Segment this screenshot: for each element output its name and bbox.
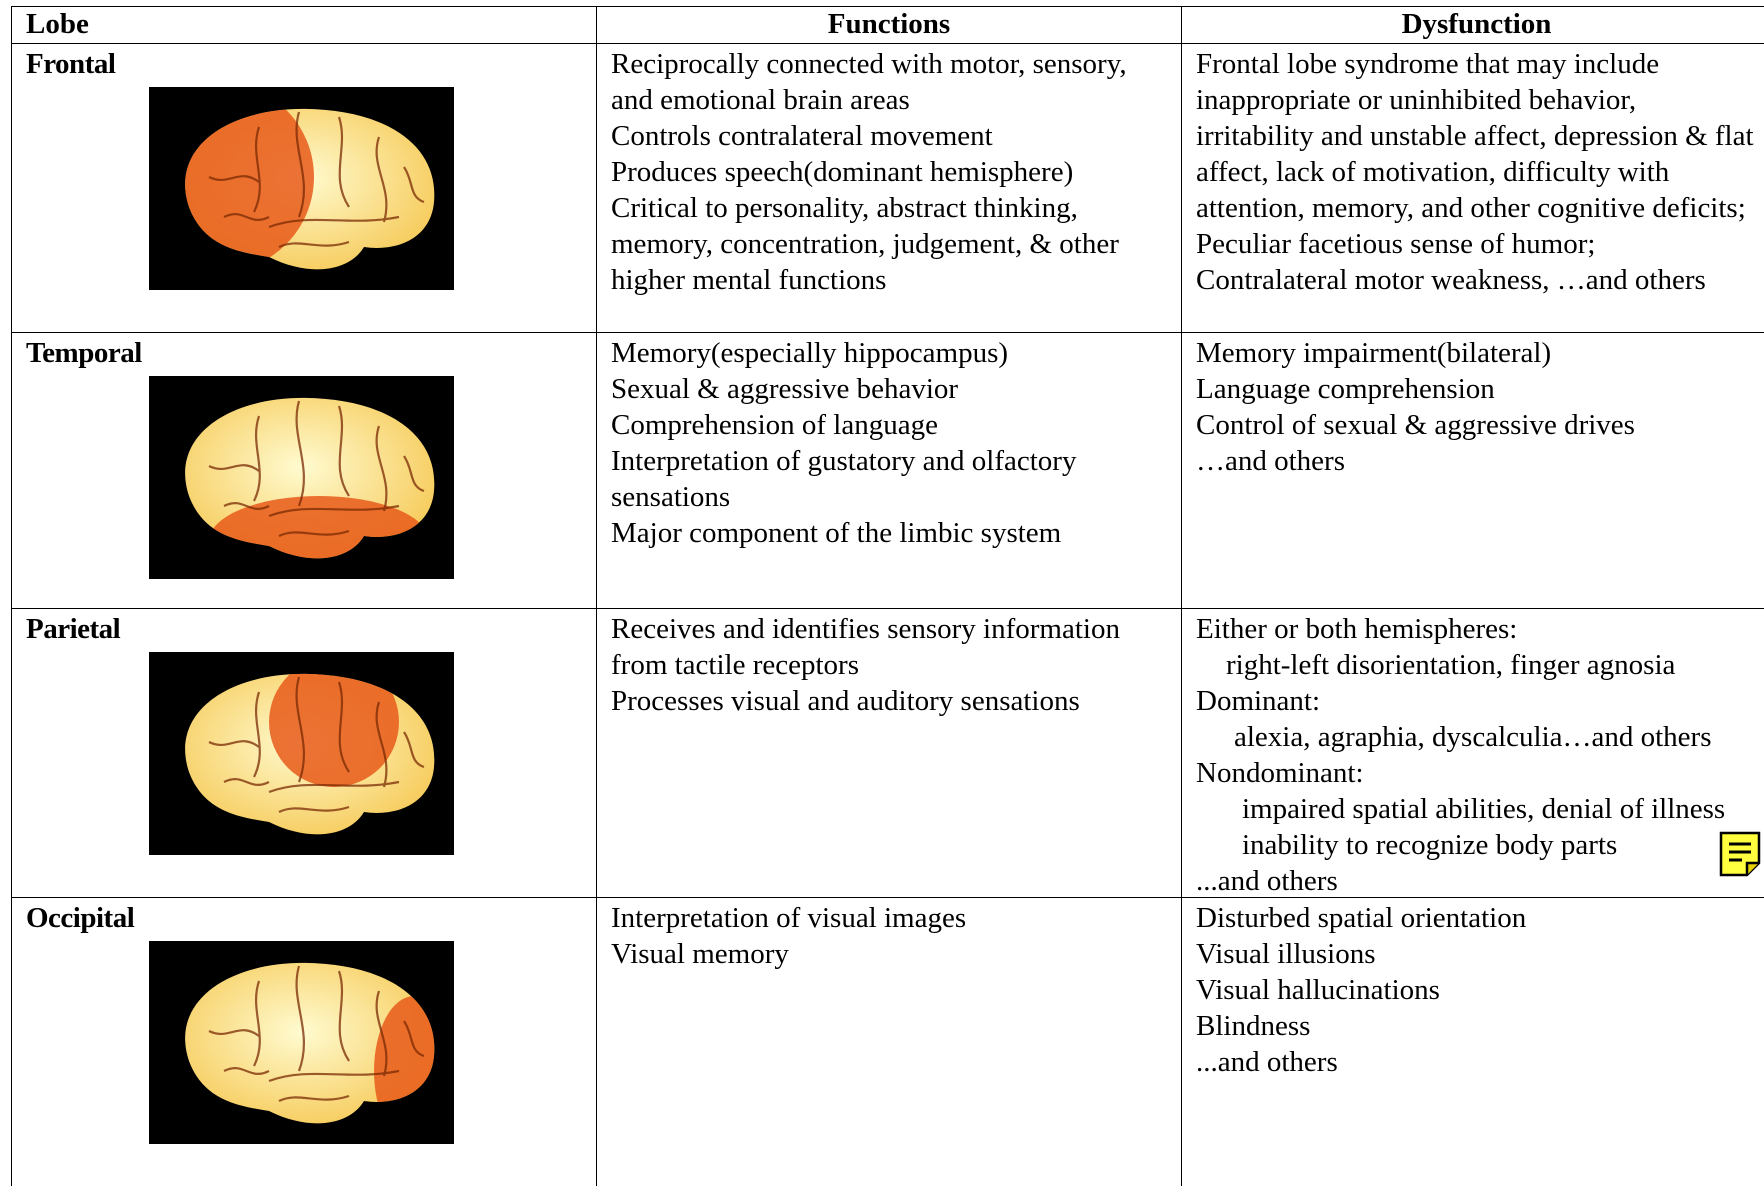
dysfunction-item: Dominant: (1196, 685, 1321, 717)
dysfunction-item: Frontal lobe syndrome that may include i… (1196, 48, 1754, 224)
dysfunction-item: Disturbed spatial orientation (1196, 902, 1527, 934)
functions-item: Visual memory (611, 938, 789, 970)
dysfunction-item: Contralateral motor weakness, …and other… (1196, 264, 1706, 296)
dysfunction-item: Nondominant: (1196, 757, 1364, 789)
lobe-cell: Parietal (11, 608, 596, 897)
lobe-cell: Temporal (11, 332, 596, 608)
dysfunction-item: alexia, agraphia, dyscalculia…and others (1234, 721, 1712, 753)
dysfunction-cell: Frontal lobe syndrome that may include i… (1181, 43, 1764, 332)
dysfunction-item: Either or both hemispheres: (1196, 613, 1518, 645)
note-icon[interactable] (1718, 830, 1762, 878)
dysfunction-item: Language comprehension (1196, 373, 1495, 405)
functions-cell: Receives and identifies sensory informat… (596, 608, 1181, 897)
lobe-cell: Occipital (11, 897, 596, 1186)
functions-item: Processes visual and auditory sensations (611, 685, 1080, 717)
dysfunction-item: Visual illusions (1196, 938, 1376, 970)
functions-item: Comprehension of language (611, 409, 938, 441)
dysfunction-item: ...and others (1196, 865, 1338, 897)
functions-item: Sexual & aggressive behavior (611, 373, 959, 405)
dysfunction-item: inability to recognize body parts (1242, 829, 1618, 861)
header-cell: Functions (596, 6, 1181, 43)
lobe-name: Temporal (26, 337, 142, 369)
dysfunction-item: Visual hallucinations (1196, 974, 1440, 1006)
dysfunction-item: Blindness (1196, 1010, 1311, 1042)
header-cell: Lobe (11, 6, 596, 43)
lobe-name: Frontal (26, 48, 116, 80)
lobe-cell: Frontal (11, 43, 596, 332)
brain-image (149, 87, 454, 290)
dysfunction-cell: Memory impairment(bilateral) Language com… (1181, 332, 1764, 608)
functions-item: Receives and identifies sensory informat… (611, 613, 1120, 681)
functions-item: Produces speech(dominant hemisphere) (611, 156, 1074, 188)
functions-item: Interpretation of gustatory and olfactor… (611, 445, 1077, 513)
dysfunction-item: ...and others (1196, 1046, 1338, 1078)
brain-image (149, 376, 454, 579)
functions-item: Major component of the limbic system (611, 517, 1062, 549)
header-cell: Dysfunction (1181, 6, 1764, 43)
functions-item: Controls contralateral movement (611, 120, 993, 152)
brain-image (149, 941, 454, 1144)
lobe-name: Parietal (26, 613, 121, 645)
functions-cell: Memory(especially hippocampus) Sexual & a… (596, 332, 1181, 608)
dysfunction-cell: Disturbed spatial orientation Visual illu… (1181, 897, 1764, 1186)
functions-cell: Interpretation of visual images Visual me… (596, 897, 1181, 1186)
dysfunction-item: Peculiar facetious sense of humor; (1196, 228, 1596, 260)
dysfunction-item: right-left disorientation, finger agnosi… (1226, 649, 1676, 681)
functions-item: Reciprocally connected with motor, senso… (611, 48, 1127, 116)
table: Lobe Functions Dysfunction Frontal Reciproc… (11, 6, 1764, 1186)
functions-cell: Reciprocally connected with motor, senso… (596, 43, 1181, 332)
functions-item: Interpretation of visual images (611, 902, 967, 934)
dysfunction-item: Control of sexual & aggressive drives (1196, 409, 1635, 441)
brain-image (149, 652, 454, 855)
lobe-name: Occipital (26, 902, 135, 934)
dysfunction-item: Memory impairment(bilateral) (1196, 337, 1552, 369)
dysfunction-cell: Either or both hemispheres: right-left di… (1181, 608, 1764, 897)
functions-item: Memory(especially hippocampus) (611, 337, 1009, 369)
dysfunction-item: impaired spatial abilities, denial of il… (1242, 793, 1726, 825)
dysfunction-item: …and others (1196, 445, 1345, 477)
functions-item: Critical to personality, abstract thinki… (611, 192, 1119, 296)
